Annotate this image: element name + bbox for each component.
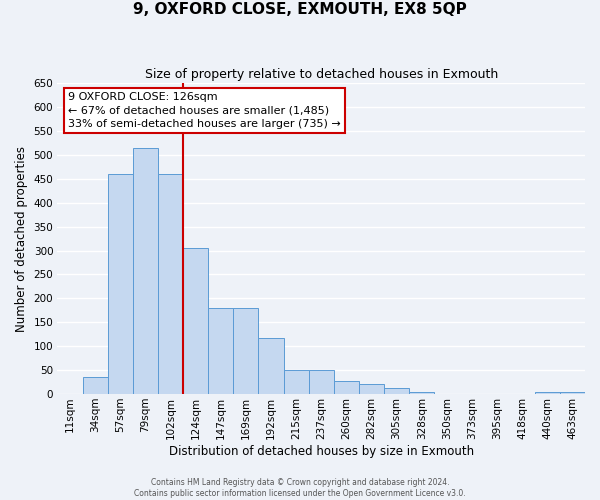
Bar (284, 370, 308, 394)
X-axis label: Distribution of detached houses by size in Exmouth: Distribution of detached houses by size … (169, 444, 474, 458)
Text: Contains HM Land Registry data © Crown copyright and database right 2024.
Contai: Contains HM Land Registry data © Crown c… (134, 478, 466, 498)
Bar (83, 378, 108, 394)
Text: 9, OXFORD CLOSE, EXMOUTH, EX8 5QP: 9, OXFORD CLOSE, EXMOUTH, EX8 5QP (133, 2, 467, 18)
Bar (259, 338, 284, 394)
Bar (183, 248, 208, 394)
Bar (334, 380, 359, 394)
Bar (233, 308, 259, 394)
Bar (409, 392, 434, 394)
Y-axis label: Number of detached properties: Number of detached properties (15, 146, 28, 332)
Bar (535, 392, 560, 394)
Bar (560, 392, 585, 394)
Bar (308, 370, 334, 394)
Bar (108, 174, 133, 394)
Bar (158, 174, 183, 394)
Text: 9 OXFORD CLOSE: 126sqm
← 67% of detached houses are smaller (1,485)
33% of semi-: 9 OXFORD CLOSE: 126sqm ← 67% of detached… (68, 92, 341, 129)
Title: Size of property relative to detached houses in Exmouth: Size of property relative to detached ho… (145, 68, 498, 80)
Bar (133, 148, 158, 394)
Bar (359, 384, 384, 394)
Bar (384, 388, 409, 394)
Bar (208, 308, 233, 394)
